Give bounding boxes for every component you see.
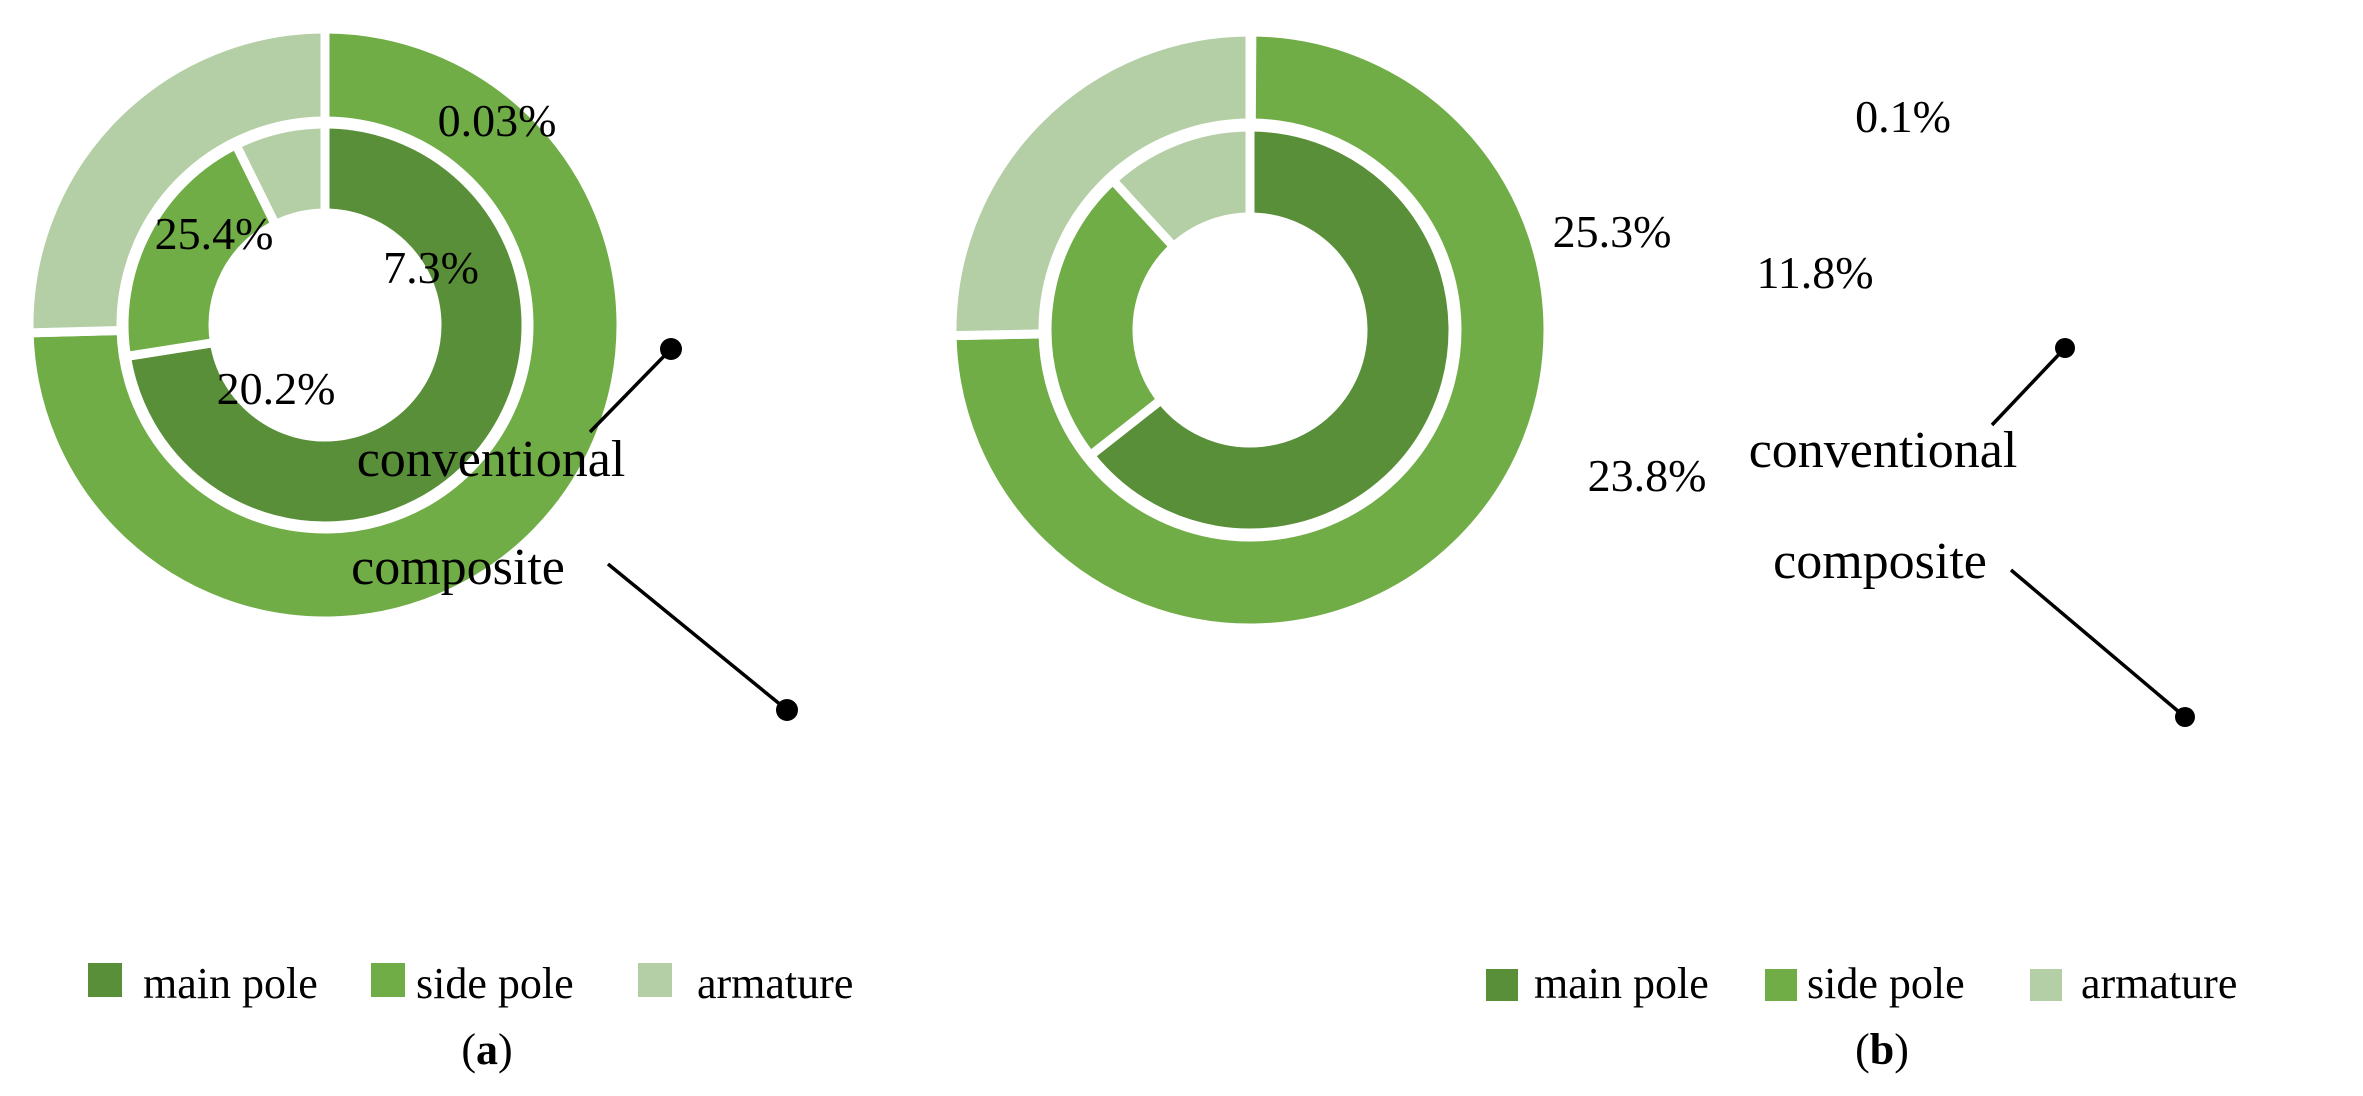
legend-label-side-pole: side pole [416, 959, 574, 1008]
inner-label-main-pole: 64.4% [1847, 698, 1966, 749]
outer-label-side-pole: 74.6% [2001, 797, 2120, 848]
inner-ring-slice-side-pole [119, 138, 282, 362]
center-label-conventional: conventional [357, 431, 626, 488]
inner-label-side-pole: 20.2% [217, 363, 336, 414]
leader-dot-conventional [2055, 338, 2075, 358]
legend-swatch-side-pole [1765, 969, 1797, 1001]
outer-label-side-pole: 74.5% [650, 767, 769, 818]
inner-ring-slice-main-pole [1084, 122, 1458, 538]
outer-label-armature: 25.4% [155, 208, 274, 259]
donut-slices-a [24, 24, 626, 626]
inner-ring-slice-armature [1106, 122, 1255, 254]
leader-lines-a [588, 338, 798, 721]
leader-line-conventional [1990, 346, 2067, 427]
chart-panel-b: 0.1% 74.6% 25.3% 64.4% 23.8% 11.8% conve… [947, 27, 2237, 1074]
panel-label-b: (b) [1855, 1025, 1909, 1074]
center-label-composite: composite [1773, 533, 1987, 590]
legend-label-side-pole: side pole [1807, 959, 1965, 1008]
legend-label-armature: armature [2081, 959, 2237, 1008]
leader-dot-composite [776, 699, 798, 721]
leader-dot-composite [2175, 707, 2195, 727]
legend-swatch-armature [638, 963, 672, 997]
inner-label-armature: 7.3% [383, 242, 479, 293]
inner-label-main-pole: 72.5% [463, 688, 582, 739]
leader-line-conventional [588, 347, 673, 434]
legend-label-armature: armature [697, 959, 853, 1008]
center-label-composite: composite [351, 539, 565, 596]
leader-line-composite [606, 562, 789, 712]
center-label-conventional: conventional [1749, 422, 2018, 479]
panel-label-a: (a) [461, 1025, 512, 1074]
legend-swatch-armature [2030, 969, 2062, 1001]
outer-label-main-pole: 0.03% [438, 95, 557, 146]
slice-labels-a: 0.03% 74.5% 25.4% 72.5% 20.2% 7.3% [155, 95, 769, 818]
legend-swatch-main-pole [1486, 969, 1518, 1001]
leader-lines-b [1990, 338, 2195, 727]
legend-label-main-pole: main pole [1534, 959, 1709, 1008]
leader-line-composite [2009, 568, 2187, 719]
legend-swatch-side-pole [371, 963, 405, 997]
outer-label-main-pole: 0.1% [1855, 91, 1951, 142]
outer-label-armature: 25.3% [1553, 206, 1672, 257]
donut-slices-b [947, 27, 1553, 633]
legend-label-main-pole: main pole [143, 959, 318, 1008]
slice-labels-b: 0.1% 74.6% 25.3% 64.4% 23.8% 11.8% [1553, 91, 2120, 848]
leader-dot-conventional [660, 338, 682, 360]
legend-a: main pole side pole armature [88, 959, 853, 1008]
inner-ring-slice-main-pole [121, 119, 531, 531]
chart-panel-a: 0.03% 74.5% 25.4% 72.5% 20.2% 7.3% conve… [24, 24, 853, 1074]
inner-label-side-pole: 23.8% [1588, 450, 1707, 501]
legend-swatch-main-pole [88, 963, 122, 997]
legend-b: main pole side pole armature [1486, 959, 2237, 1008]
inner-ring-slice-armature [229, 119, 330, 231]
inner-ring-slice-side-pole [1042, 173, 1181, 462]
inner-label-armature: 11.8% [1756, 247, 1873, 298]
